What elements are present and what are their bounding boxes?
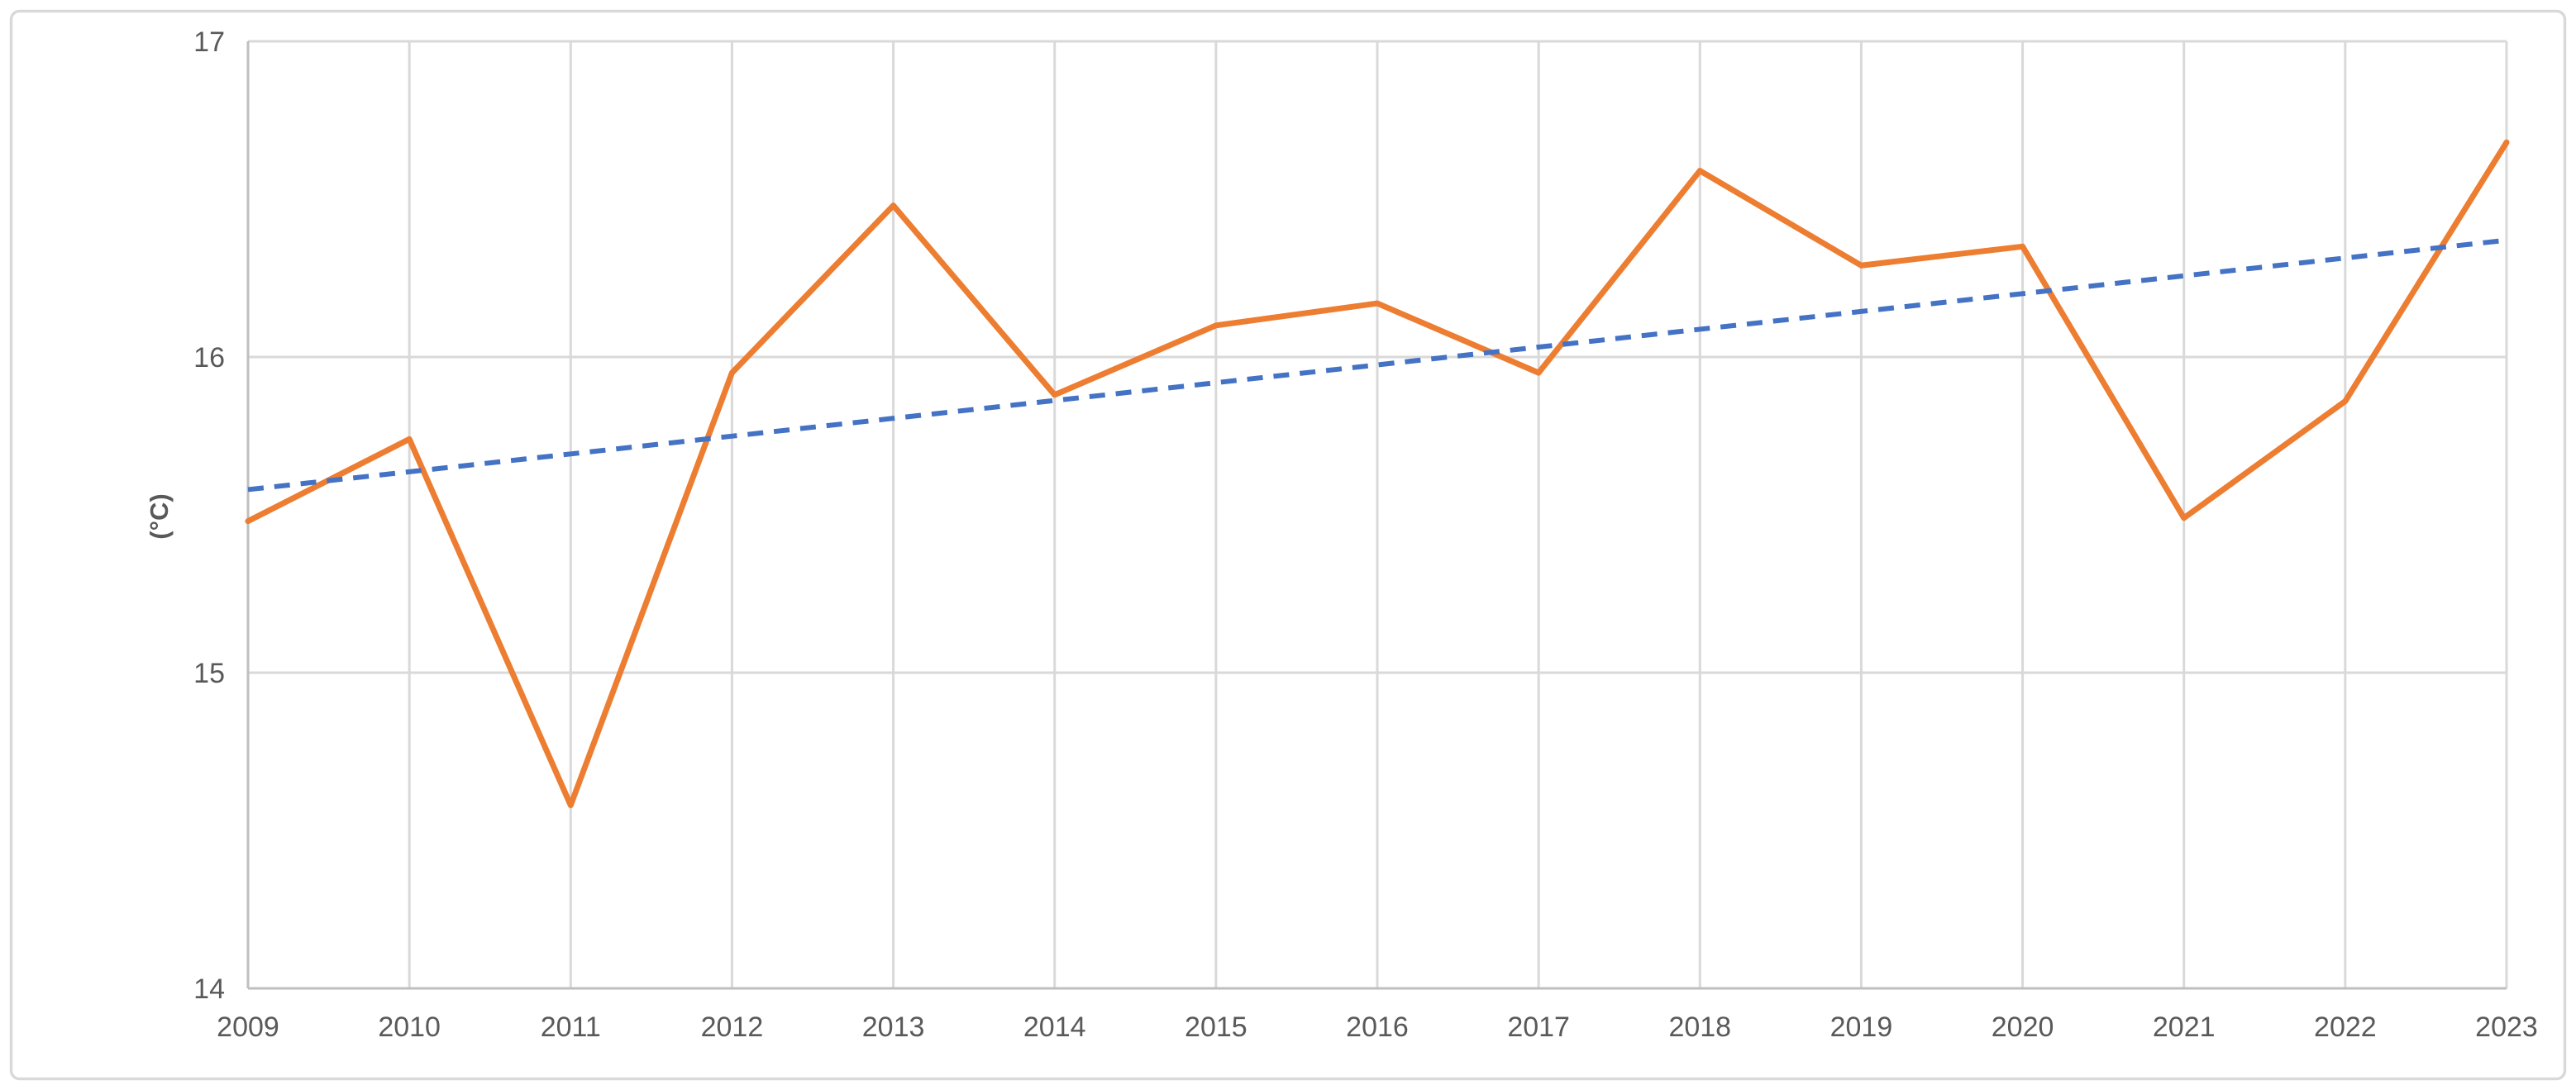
x-tick-label: 2011 [541,1011,601,1043]
x-tick-label: 2021 [2153,1011,2216,1043]
axes [246,41,2507,990]
x-tick-label: 2012 [701,1011,764,1043]
y-tick-label: 14 [193,973,225,1005]
x-tick-label: 2022 [2314,1011,2377,1043]
gridlines [246,40,2508,990]
x-tick-label: 2018 [1668,1011,1731,1043]
x-tick-label: 2019 [1830,1011,1893,1043]
x-tick-label: 2013 [862,1011,925,1043]
trend-line-series [247,237,2507,493]
x-tick-label: 2023 [2475,1011,2538,1043]
y-axis-title: (°C) [145,493,174,539]
chart-border [9,9,2567,1081]
y-tick-label: 16 [193,342,225,374]
x-tick-label: 2017 [1507,1011,1570,1043]
x-tick-label: 2020 [1992,1011,2054,1043]
y-tick-label: 17 [193,26,225,58]
x-tick-label: 2014 [1023,1011,1086,1043]
y-tick-label: 15 [193,658,225,689]
x-tick-label: 2010 [378,1011,441,1043]
x-tick-label: 2009 [217,1011,279,1043]
x-tick-label: 2015 [1185,1011,1247,1043]
x-tick-label: 2016 [1346,1011,1409,1043]
data-line-series [245,139,2510,808]
